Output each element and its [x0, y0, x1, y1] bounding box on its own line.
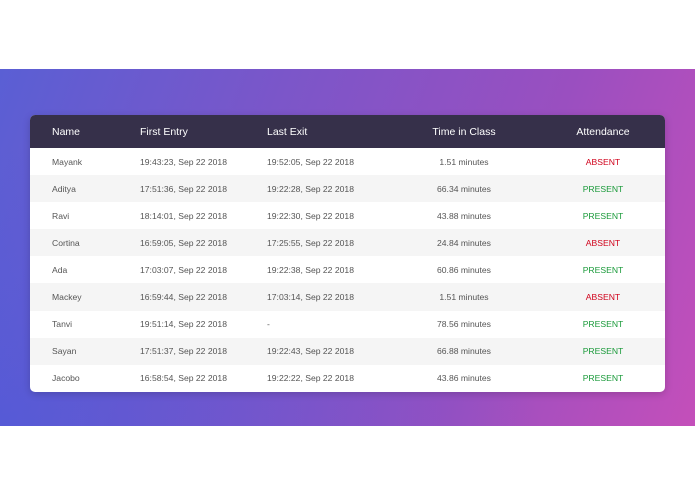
- table-row: Cortina 16:59:05, Sep 22 2018 17:25:55, Se…: [30, 229, 665, 257]
- cell-time-in-class: 24.84 minutes: [437, 237, 491, 248]
- cell-first-entry: 17:03:07, Sep 22 2018: [140, 264, 227, 275]
- cell-first-entry: 18:14:01, Sep 22 2018: [140, 210, 227, 221]
- cell-attendance: PRESENT: [582, 346, 624, 357]
- header-attendance: Attendance: [576, 125, 630, 138]
- cell-name: Mackey: [52, 292, 82, 303]
- cell-first-entry: 19:51:14, Sep 22 2018: [140, 319, 227, 330]
- cell-time-in-class: 1.51 minutes: [439, 292, 489, 303]
- table-row: Ravi 18:14:01, Sep 22 2018 19:22:30, Sep 2…: [30, 202, 665, 229]
- header-last-exit: Last Exit: [267, 125, 308, 138]
- cell-name: Cortina: [52, 237, 80, 248]
- cell-time-in-class: 43.88 minutes: [437, 210, 491, 221]
- attendance-table-card: Name First Entry Last Exit Time in Class…: [30, 115, 665, 392]
- cell-time-in-class: 1.51 minutes: [439, 156, 489, 167]
- cell-last-exit: 17:03:14, Sep 22 2018: [267, 292, 354, 303]
- cell-time-in-class: 43.86 minutes: [437, 373, 491, 384]
- cell-attendance: ABSENT: [585, 156, 621, 167]
- cell-name: Ravi: [52, 210, 70, 221]
- cell-first-entry: 16:58:54, Sep 22 2018: [140, 373, 227, 384]
- attendance-table: Name First Entry Last Exit Time in Class…: [30, 115, 665, 392]
- cell-last-exit: 19:22:28, Sep 22 2018: [267, 183, 354, 194]
- cell-last-exit: 19:22:22, Sep 22 2018: [267, 373, 354, 384]
- cell-last-exit: 17:25:55, Sep 22 2018: [267, 237, 354, 248]
- table-row: Mayank 19:43:23, Sep 22 2018 19:52:05, Sep…: [30, 148, 665, 175]
- cell-attendance: PRESENT: [582, 319, 624, 330]
- table-row: Jacobo 16:58:54, Sep 22 2018 19:22:22, Sep…: [30, 365, 665, 392]
- table-row: Ada 17:03:07, Sep 22 2018 19:22:38, Sep 22…: [30, 256, 665, 283]
- cell-last-exit: 19:22:38, Sep 22 2018: [267, 264, 354, 275]
- table-header-row: Name First Entry Last Exit Time in Class…: [30, 115, 665, 148]
- cell-attendance: ABSENT: [585, 292, 621, 303]
- cell-attendance: PRESENT: [582, 183, 624, 194]
- cell-last-exit: 19:22:30, Sep 22 2018: [267, 210, 354, 221]
- cell-attendance: PRESENT: [582, 210, 624, 221]
- cell-name: Sayan: [52, 346, 77, 357]
- cell-name: Jacobo: [52, 373, 80, 384]
- cell-name: Tanvi: [52, 319, 73, 330]
- cell-time-in-class: 66.34 minutes: [437, 183, 491, 194]
- cell-first-entry: 16:59:44, Sep 22 2018: [140, 292, 227, 303]
- table-row: Tanvi 19:51:14, Sep 22 2018 - 78.56 minutes…: [30, 311, 665, 338]
- table-header: Name First Entry Last Exit Time in Class…: [30, 115, 665, 148]
- cell-time-in-class: 66.88 minutes: [437, 346, 491, 357]
- cell-time-in-class: 60.86 minutes: [437, 264, 491, 275]
- cell-last-exit: 19:22:43, Sep 22 2018: [267, 346, 354, 357]
- cell-name: Mayank: [52, 156, 83, 167]
- cell-time-in-class: 78.56 minutes: [437, 319, 491, 330]
- cell-first-entry: 17:51:36, Sep 22 2018: [140, 183, 227, 194]
- header-time-in-class: Time in Class: [432, 125, 496, 138]
- cell-attendance: PRESENT: [582, 373, 624, 384]
- cell-first-entry: 17:51:37, Sep 22 2018: [140, 346, 227, 357]
- cell-name: Ada: [52, 264, 68, 275]
- table-row: Aditya 17:51:36, Sep 22 2018 19:22:28, Sep…: [30, 175, 665, 203]
- cell-first-entry: 16:59:05, Sep 22 2018: [140, 237, 227, 248]
- header-name: Name: [52, 125, 81, 138]
- cell-last-exit: 19:52:05, Sep 22 2018: [267, 156, 354, 167]
- table-row: Mackey 16:59:44, Sep 22 2018 17:03:14, Sep…: [30, 283, 665, 311]
- cell-last-exit: -: [267, 319, 270, 330]
- cell-attendance: PRESENT: [582, 264, 624, 275]
- cell-first-entry: 19:43:23, Sep 22 2018: [140, 156, 227, 167]
- header-first-entry: First Entry: [140, 125, 188, 138]
- table-body: Mayank 19:43:23, Sep 22 2018 19:52:05, Sep…: [30, 148, 665, 392]
- cell-name: Aditya: [52, 183, 76, 194]
- table-row: Sayan 17:51:37, Sep 22 2018 19:22:43, Sep …: [30, 337, 665, 365]
- cell-attendance: ABSENT: [585, 237, 621, 248]
